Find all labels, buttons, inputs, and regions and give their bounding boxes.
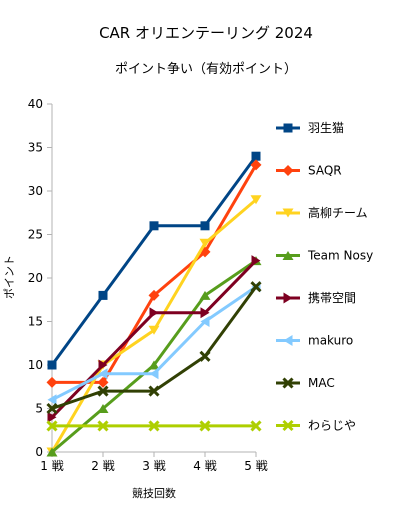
legend-item: SAQR (276, 164, 342, 178)
legend-label: SAQR (308, 164, 342, 178)
legend-label: 羽生猫 (308, 121, 344, 135)
legend-label: 高柳チーム (308, 205, 368, 220)
data-point (200, 316, 210, 327)
y-tick-label: 25 (28, 228, 43, 242)
series-line (51, 259, 257, 454)
legend-marker (283, 292, 293, 304)
x-tick-label: 4 戦 (193, 459, 216, 473)
legend-marker (282, 419, 294, 432)
data-point (149, 368, 159, 380)
data-point (98, 359, 108, 371)
data-point (46, 447, 58, 457)
data-point (199, 350, 211, 362)
legend-item: 携帯空間 (276, 290, 356, 305)
data-point (200, 307, 210, 319)
legend-marker (282, 208, 294, 218)
series-7 (46, 281, 262, 415)
legend-label: makuro (308, 334, 353, 348)
y-tick-label: 0 (35, 445, 43, 459)
data-point (149, 307, 159, 319)
y-tick-label: 30 (28, 184, 43, 198)
data-point (46, 402, 58, 415)
legend: 羽生猫 SAQR 高柳チーム Team Nosy 携帯空間 makuro MAC わらじや (276, 121, 373, 433)
legend-marker (282, 377, 294, 389)
legend-marker (283, 123, 293, 133)
data-point (148, 420, 160, 432)
data-point (199, 290, 211, 300)
series-line (51, 285, 257, 402)
data-point (47, 360, 57, 370)
legend-item: わらじや (276, 419, 356, 433)
legend-marker (282, 251, 294, 260)
legend-item: makuro (276, 334, 353, 348)
legend-label: MAC (308, 376, 335, 390)
data-point (250, 195, 262, 205)
y-tick-label: 10 (28, 358, 43, 372)
data-point (46, 420, 58, 432)
legend-item: Team Nosy (276, 249, 373, 263)
y-tick-label: 15 (28, 315, 43, 329)
data-point (148, 325, 160, 335)
legend-item: MAC (276, 376, 335, 390)
chart-title: CAR オリエンテーリング 2024 (99, 24, 313, 42)
data-point (98, 290, 108, 300)
legend-label: わらじや (308, 419, 356, 433)
series-8 (46, 420, 262, 432)
legend-label: Team Nosy (307, 249, 373, 263)
data-point (47, 394, 57, 406)
data-point (149, 221, 159, 231)
data-point (250, 159, 262, 171)
series-2 (46, 159, 262, 388)
legend-marker (282, 165, 294, 176)
y-tick-label: 40 (28, 97, 43, 111)
data-point (148, 289, 160, 301)
data-point (199, 420, 211, 432)
data-point (97, 385, 109, 397)
data-point (98, 368, 108, 380)
y-tick-label: 20 (28, 271, 43, 285)
data-point (250, 420, 262, 432)
legend-marker (283, 335, 293, 346)
x-tick-label: 3 戦 (142, 459, 165, 473)
legend-item: 羽生猫 (276, 121, 344, 135)
data-point (200, 221, 210, 231)
data-point (97, 376, 109, 388)
x-tick-label: 2 戦 (91, 459, 114, 473)
y-tick-label: 35 (28, 141, 43, 155)
data-point (250, 281, 262, 293)
data-point (46, 376, 58, 388)
chart-subtitle: ポイント争い（有効ポイント） (115, 62, 297, 77)
data-point (97, 420, 109, 432)
series-line (50, 259, 258, 419)
x-axis-title: 競技回数 (132, 486, 176, 500)
series-3 (46, 195, 262, 457)
data-point (148, 360, 160, 370)
plot-area: 0 5 10 15 20 25 30 35 40 1 戦 2 戦 3 戦 4 戦 5 戦 (28, 97, 268, 473)
legend-label: 携帯空間 (308, 290, 356, 305)
x-tick-label: 1 戦 (40, 459, 63, 473)
x-tick-label: 5 戦 (244, 459, 267, 473)
series-1 (47, 151, 261, 370)
data-point (97, 404, 109, 413)
data-point (251, 151, 261, 161)
data-point (199, 238, 211, 248)
legend-item: 高柳チーム (276, 205, 368, 220)
data-point (148, 385, 160, 397)
data-point (251, 255, 261, 267)
y-tick-label: 5 (35, 402, 43, 416)
data-point (47, 411, 57, 423)
y-axis-title: ポイント (3, 255, 16, 299)
